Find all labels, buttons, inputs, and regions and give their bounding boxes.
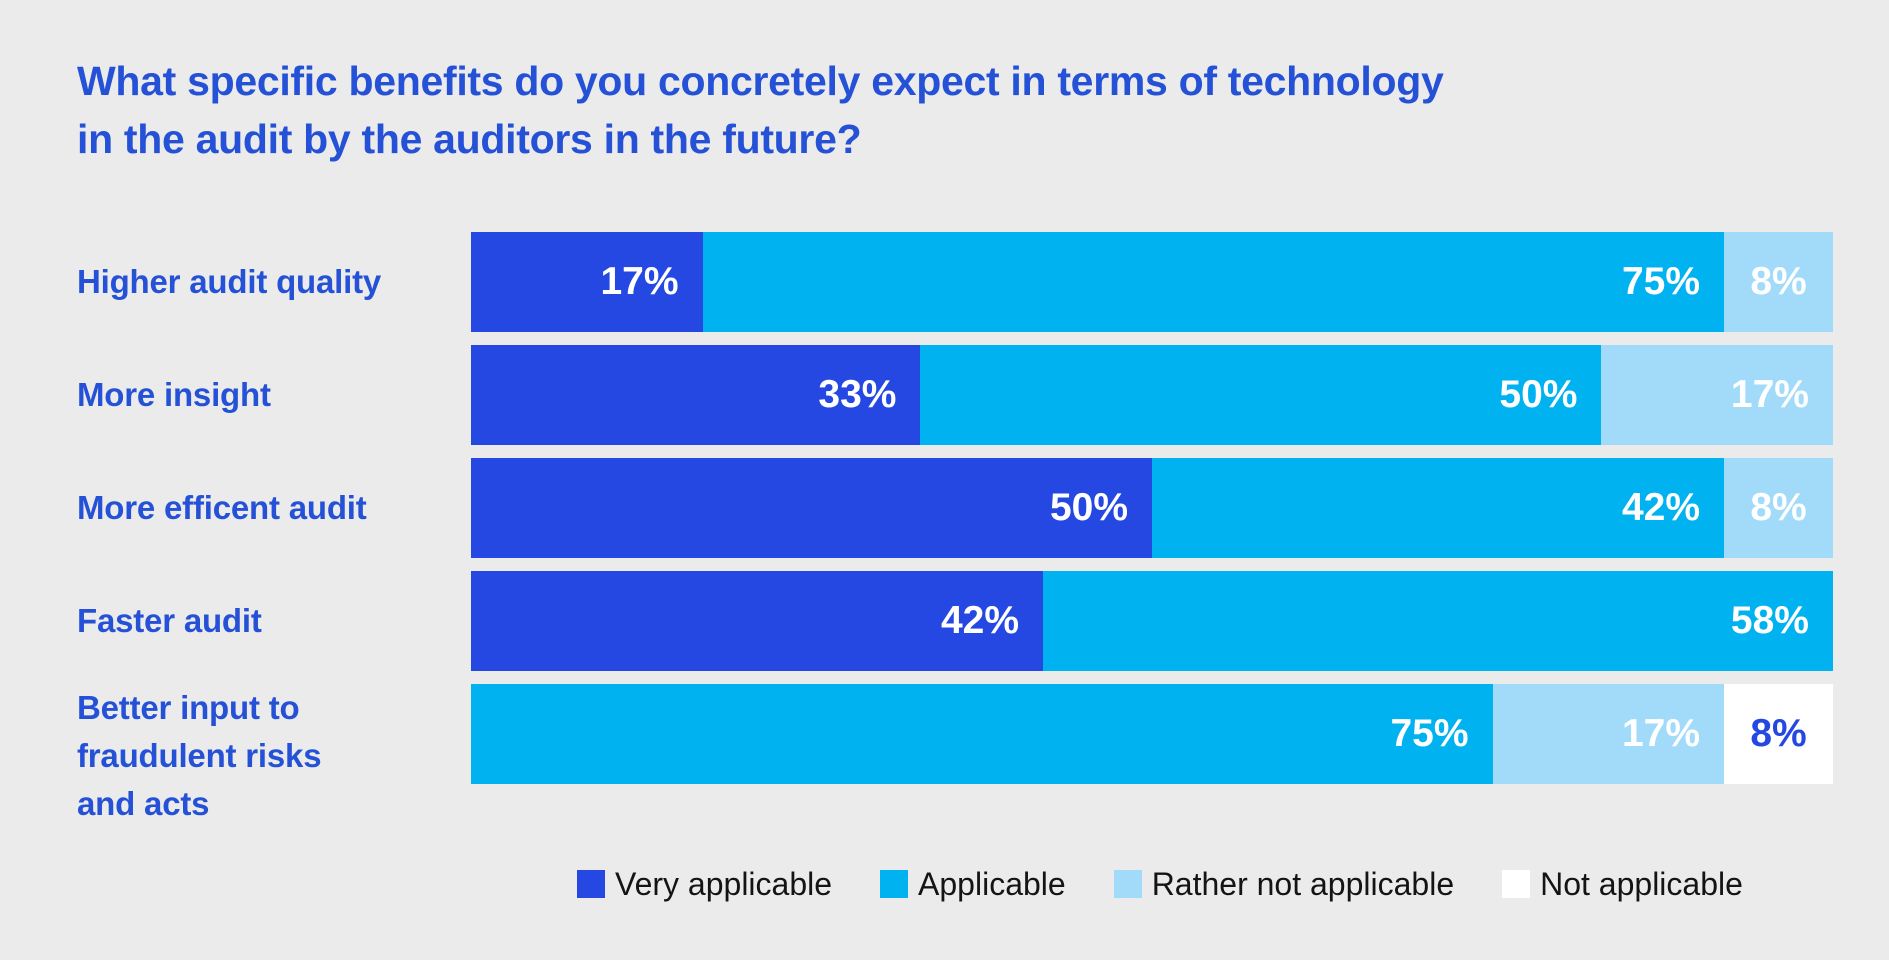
- bar-segment-applicable: 75%: [702, 232, 1725, 332]
- bar-segment-very-applicable: 33%: [471, 345, 921, 445]
- bar-segment-very-applicable: 50%: [471, 458, 1152, 558]
- legend-swatch-applicable: [880, 870, 909, 898]
- legend-swatch-very-applicable: [577, 870, 605, 898]
- legend-label: Very applicable: [615, 866, 833, 902]
- value-label: 50%: [1499, 373, 1578, 416]
- chart-row: More insight 33% 50% 17%: [77, 345, 1833, 445]
- legend-item-very-applicable: Very applicable: [577, 868, 832, 900]
- chart-title: What specific benefits do you concretely…: [77, 52, 1833, 168]
- value-label: 33%: [818, 373, 897, 416]
- bar-segment-applicable: 58%: [1043, 571, 1833, 671]
- stacked-bar: 75% 17% 8%: [471, 684, 1833, 784]
- stacked-bar: 42% 58%: [471, 571, 1833, 671]
- chart-row: Better input to fraudulent risks and act…: [77, 684, 1833, 822]
- legend-item-rather-not-applicable: Rather not applicable: [1113, 866, 1455, 902]
- bar-segment-very-applicable: 17%: [471, 232, 703, 332]
- legend-label: Applicable: [918, 866, 1066, 902]
- value-label: 75%: [1390, 712, 1469, 755]
- chart-row: Faster audit 42% 58%: [77, 571, 1833, 671]
- stacked-bar-chart: Higher audit quality 17% 75% 8% More insight…: [77, 232, 1833, 822]
- bar-segment-applicable: 75%: [471, 684, 1493, 784]
- chart-title-line-2: in the audit by the auditors in the futu…: [77, 116, 862, 162]
- value-label: 75%: [1621, 260, 1701, 303]
- chart-legend: Very applicable Applicable Rather not appl…: [577, 868, 1833, 900]
- bar-segment-rather-not-applicable: 17%: [1601, 345, 1833, 445]
- value-label: 8%: [1750, 486, 1807, 529]
- category-label-more-efficent-audit: More efficent audit: [77, 489, 367, 526]
- value-label: 8%: [1750, 260, 1807, 303]
- stacked-bar: 50% 42% 8%: [471, 458, 1833, 558]
- category-label-faster-audit: Faster audit: [77, 602, 262, 639]
- bar-segment-rather-not-applicable: 17%: [1492, 684, 1725, 784]
- legend-item-not-applicable: Not applicable: [1502, 868, 1743, 900]
- chart-title-line-1: What specific benefits do you concretely…: [77, 58, 1444, 104]
- legend-swatch-not-applicable: [1502, 870, 1531, 898]
- value-label: 17%: [600, 260, 679, 303]
- bar-segment-applicable: 50%: [920, 345, 1602, 445]
- legend-label: Rather not applicable: [1151, 866, 1455, 902]
- value-label: 42%: [1621, 486, 1701, 529]
- value-label: 17%: [1730, 373, 1809, 416]
- legend-label: Not applicable: [1540, 866, 1743, 902]
- bar-segment-rather-not-applicable: 8%: [1724, 232, 1833, 332]
- value-label: 17%: [1621, 712, 1701, 755]
- category-label-higher-audit-quality: Higher audit quality: [77, 263, 382, 300]
- legend-swatch-rather-not-applicable: [1113, 870, 1142, 898]
- bar-segment-not-applicable: 8%: [1724, 684, 1833, 784]
- value-label: 58%: [1730, 599, 1809, 642]
- value-label: 42%: [940, 599, 1020, 642]
- chart-row: More efficent audit 50% 42% 8%: [77, 458, 1833, 558]
- legend-item-applicable: Applicable: [880, 868, 1066, 900]
- chart-row: Higher audit quality 17% 75% 8%: [77, 232, 1833, 332]
- category-label-more-insight: More insight: [77, 376, 271, 413]
- category-label-better-input-to-fraudulent-risks-and-acts: Better input to fraudulent risks and act…: [77, 689, 322, 822]
- value-label: 8%: [1750, 712, 1807, 755]
- value-label: 50%: [1049, 486, 1128, 529]
- bar-segment-applicable: 42%: [1152, 458, 1725, 558]
- bar-segment-rather-not-applicable: 8%: [1724, 458, 1833, 558]
- bar-segment-very-applicable: 42%: [471, 571, 1044, 671]
- stacked-bar: 33% 50% 17%: [471, 345, 1833, 445]
- stacked-bar: 17% 75% 8%: [471, 232, 1833, 332]
